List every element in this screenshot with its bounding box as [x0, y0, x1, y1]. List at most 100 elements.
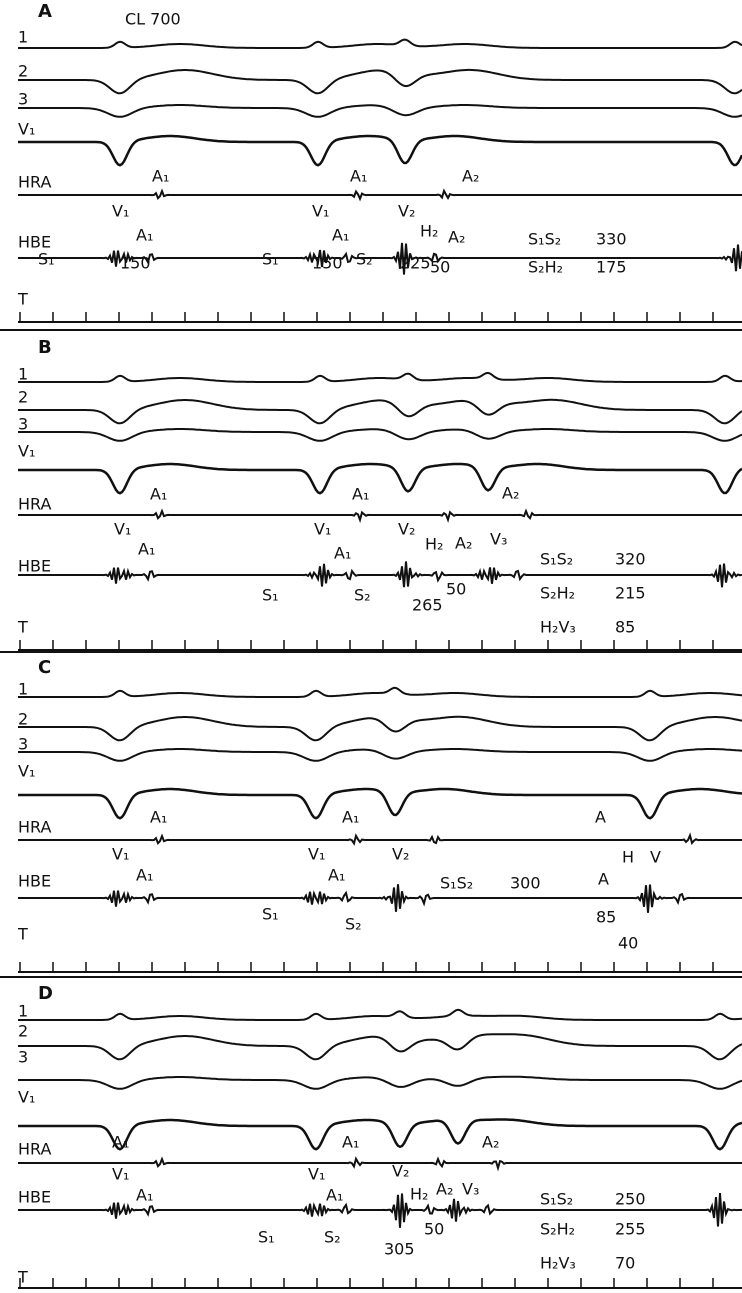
- lead-label: T: [17, 925, 28, 944]
- annotation: A₁: [350, 167, 367, 186]
- trace: [18, 105, 742, 117]
- annotation: 50: [430, 258, 450, 277]
- lead-label: 2: [18, 1022, 28, 1041]
- panel-label: C: [38, 657, 51, 678]
- annotation: A: [595, 808, 606, 827]
- trace: [18, 1077, 742, 1089]
- panel-label: A: [38, 1, 52, 22]
- annotation: 175: [596, 258, 627, 277]
- annotation: 50: [424, 1220, 444, 1239]
- annotation: 150: [312, 254, 343, 273]
- lead-label: 1: [18, 680, 28, 699]
- trace: [18, 717, 742, 741]
- lead-label: 2: [18, 710, 28, 729]
- annotation: H₂: [410, 1185, 428, 1204]
- trace: [18, 1034, 742, 1059]
- annotation: H₂: [425, 535, 443, 554]
- annotation: A₂: [482, 1133, 499, 1152]
- annotation: 330: [596, 230, 627, 249]
- annotation: A₁: [326, 1186, 343, 1205]
- annotation: V₁: [314, 520, 331, 539]
- annotation: V: [650, 848, 661, 867]
- trace: [18, 464, 742, 493]
- annotation: 40: [618, 934, 638, 953]
- annotation: A₁: [112, 1133, 129, 1152]
- annotation: S₁S₂: [440, 874, 473, 893]
- lead-label: 1: [18, 365, 28, 384]
- annotation: S₂: [356, 250, 373, 269]
- annotation: H: [622, 848, 634, 867]
- annotation: 250: [615, 1190, 646, 1209]
- annotation: S₂: [345, 915, 362, 934]
- annotation: A₁: [136, 866, 153, 885]
- annotation: 255: [615, 1220, 646, 1239]
- annotation: A₂: [436, 1180, 453, 1199]
- annotation: H₂: [420, 222, 438, 241]
- trace: [18, 835, 742, 843]
- annotation: H₂V₃: [540, 1254, 576, 1273]
- annotation: V₁: [308, 1165, 325, 1184]
- annotation: A₁: [342, 808, 359, 827]
- lead-label: V₁: [18, 762, 35, 781]
- annotation: 150: [120, 254, 151, 273]
- annotation: 225: [400, 254, 431, 273]
- annotation: 265: [412, 596, 443, 615]
- annotation: S₂H₂: [540, 1220, 575, 1239]
- trace: [18, 191, 742, 199]
- annotation: V₃: [490, 530, 507, 549]
- annotation: 320: [615, 550, 646, 569]
- lead-label: T: [17, 1268, 28, 1287]
- annotation: V₂: [398, 520, 415, 539]
- lead-label: 3: [18, 735, 28, 754]
- annotation: A: [598, 870, 609, 889]
- annotation: A₁: [138, 540, 155, 559]
- annotation: A₁: [342, 1133, 359, 1152]
- lead-label: T: [17, 290, 28, 309]
- trace: [18, 136, 742, 165]
- annotation: S₂: [354, 586, 371, 605]
- lead-label: HBE: [18, 557, 51, 576]
- lead-label: V₁: [18, 120, 35, 139]
- annotation: A₁: [352, 485, 369, 504]
- annotation: S₁: [262, 905, 279, 924]
- lead-label: 1: [18, 1002, 28, 1021]
- annotation: 85: [615, 618, 635, 637]
- annotation: S₂: [324, 1228, 341, 1247]
- annotation: A₁: [152, 167, 169, 186]
- trace: [18, 40, 742, 48]
- lead-label: HRA: [18, 818, 52, 837]
- annotation: A₂: [448, 228, 465, 247]
- annotation: H₂V₃: [540, 618, 576, 637]
- annotation: V₂: [392, 1162, 409, 1181]
- lead-label: HBE: [18, 872, 51, 891]
- panel-label: B: [38, 337, 52, 358]
- annotation: S₂H₂: [540, 584, 575, 603]
- annotation: 300: [510, 874, 541, 893]
- trace: [18, 884, 742, 913]
- annotation: V₂: [392, 845, 409, 864]
- annotation: V₁: [112, 1165, 129, 1184]
- annotation: V₁: [308, 845, 325, 864]
- trace: [18, 70, 742, 93]
- trace: [18, 400, 742, 424]
- annotation: S₁: [262, 250, 279, 269]
- annotation: A₂: [502, 484, 519, 503]
- annotation: A₁: [136, 226, 153, 245]
- trace: [18, 749, 742, 761]
- trace: [18, 688, 742, 697]
- trace: [18, 511, 742, 520]
- annotation: V₁: [112, 202, 129, 221]
- trace: [18, 1010, 742, 1020]
- annotation: A₁: [136, 1186, 153, 1205]
- lead-label: HRA: [18, 173, 52, 192]
- trace: [18, 373, 742, 382]
- panel-label: D: [38, 983, 53, 1004]
- annotation: V₁: [112, 845, 129, 864]
- lead-label: 2: [18, 62, 28, 81]
- trace: [18, 789, 742, 818]
- annotation: A₁: [150, 808, 167, 827]
- annotation: V₁: [114, 520, 131, 539]
- lead-label: 2: [18, 388, 28, 407]
- annotation: S₁: [262, 586, 279, 605]
- annotation: V₁: [312, 202, 329, 221]
